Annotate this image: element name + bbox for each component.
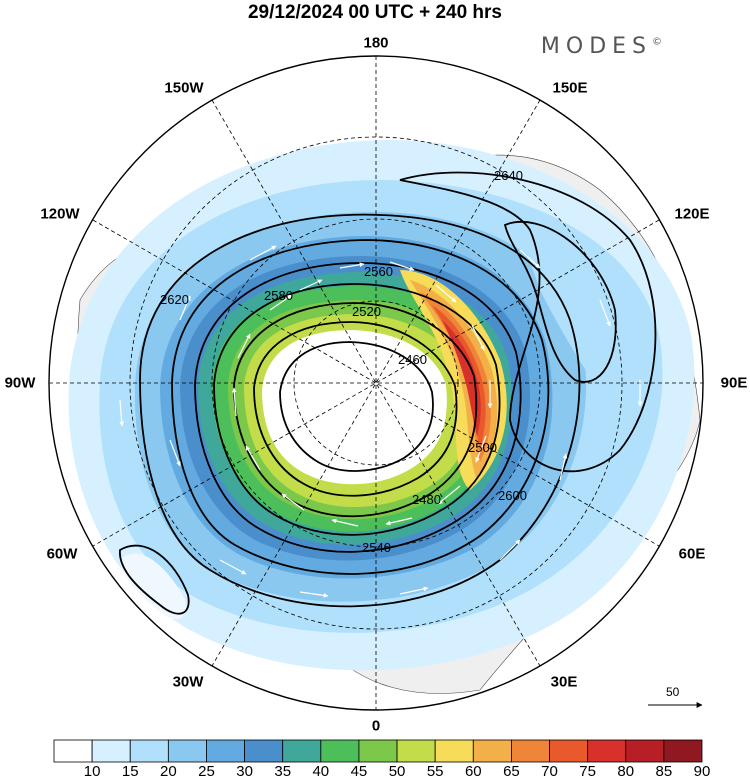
colorbar-tick-label: 75 bbox=[579, 763, 596, 780]
polar-map: 2460 2480 2500 2520 2540 2560 2580 2600 … bbox=[48, 55, 704, 711]
colorbar-tick-label: 70 bbox=[541, 763, 558, 780]
lon-label-0: 0 bbox=[371, 717, 381, 735]
colorbar-tick-label: 85 bbox=[655, 763, 673, 780]
colorbar-bin bbox=[358, 739, 398, 763]
colorbar-tick-label: 10 bbox=[83, 763, 101, 780]
contour-label: 2460 bbox=[398, 352, 427, 367]
map-boundary bbox=[48, 55, 704, 711]
lon-label-30e: 30E bbox=[550, 673, 578, 691]
brand-name: MODES bbox=[540, 34, 652, 59]
vector-key: 50 bbox=[648, 685, 704, 715]
contour-label: 2560 bbox=[364, 264, 393, 279]
colorbar-tick-label: 80 bbox=[617, 763, 635, 780]
colorbar-bin bbox=[587, 739, 627, 763]
colorbar-bin bbox=[320, 739, 360, 763]
lon-label-120w: 120W bbox=[40, 205, 80, 223]
colorbar-bin bbox=[396, 739, 436, 763]
colorbar-bin bbox=[663, 739, 703, 763]
colorbar-bin bbox=[434, 739, 474, 763]
contour-label: 2520 bbox=[352, 304, 381, 319]
colorbar-tick-label: 25 bbox=[198, 763, 215, 780]
colorbar-tick-label: 15 bbox=[121, 763, 139, 780]
contour-label: 2640 bbox=[494, 168, 523, 183]
colorbar-bin bbox=[511, 739, 550, 763]
colorbar-tick-label: 30 bbox=[236, 763, 253, 780]
colorbar-tick-label: 40 bbox=[312, 763, 330, 780]
graticule bbox=[49, 56, 703, 710]
contour-label: 2600 bbox=[498, 488, 527, 503]
colorbar-bin bbox=[472, 739, 512, 763]
colorbar-tick-label: 90 bbox=[693, 763, 711, 780]
colorbar-bin bbox=[549, 739, 589, 763]
map-interior bbox=[49, 56, 703, 710]
contour-label: 2480 bbox=[412, 492, 441, 507]
colorbar-bin bbox=[282, 739, 322, 763]
vector-key-arrow bbox=[648, 702, 703, 708]
colorbar-bin bbox=[53, 739, 93, 763]
colorbar-tick-label: 20 bbox=[160, 763, 177, 780]
lon-label-60w: 60W bbox=[46, 545, 78, 563]
contour-label: 2620 bbox=[160, 292, 189, 307]
colorbar-tick-label: 60 bbox=[464, 763, 482, 780]
colorbar-bin bbox=[129, 739, 169, 763]
brand-mark: © bbox=[652, 36, 662, 48]
colorbar-tick-label: 65 bbox=[503, 763, 520, 780]
colorbar-bin bbox=[167, 739, 207, 763]
lon-label-90e: 90E bbox=[720, 374, 748, 392]
colorbar-bin bbox=[625, 739, 665, 763]
contour-label-layer: 2460 2480 2500 2520 2540 2560 2580 2600 … bbox=[160, 168, 527, 555]
colorbar bbox=[53, 739, 703, 763]
lon-label-150e: 150E bbox=[552, 79, 588, 97]
colorbar-bin bbox=[244, 739, 284, 763]
lon-label-60e: 60E bbox=[678, 545, 706, 563]
colorbar-tick-label: 55 bbox=[426, 763, 444, 780]
contour-label: 2580 bbox=[264, 288, 293, 303]
lon-label-120e: 120E bbox=[674, 205, 710, 223]
contour-label: 2500 bbox=[468, 440, 497, 455]
contour-label: 2540 bbox=[362, 540, 391, 555]
lon-label-180: 180 bbox=[363, 34, 389, 52]
vector-key-label: 50 bbox=[666, 685, 680, 699]
colorbar-tick-label: 50 bbox=[388, 763, 406, 780]
lon-label-30w: 30W bbox=[172, 673, 204, 691]
colorbar-bin bbox=[206, 739, 245, 763]
lon-label-90w: 90W bbox=[4, 374, 36, 392]
brand-logo: MODES© bbox=[541, 34, 662, 59]
colorbar-bin bbox=[91, 739, 131, 763]
wind-vectors bbox=[119, 245, 643, 598]
lon-label-150w: 150W bbox=[164, 79, 204, 97]
colorbar-tick-label: 35 bbox=[274, 763, 292, 780]
geopotential-contours bbox=[119, 171, 657, 615]
colorbar-tick-label: 45 bbox=[350, 763, 368, 780]
map-title: 29/12/2024 00 UTC + 240 hrs bbox=[247, 2, 503, 23]
